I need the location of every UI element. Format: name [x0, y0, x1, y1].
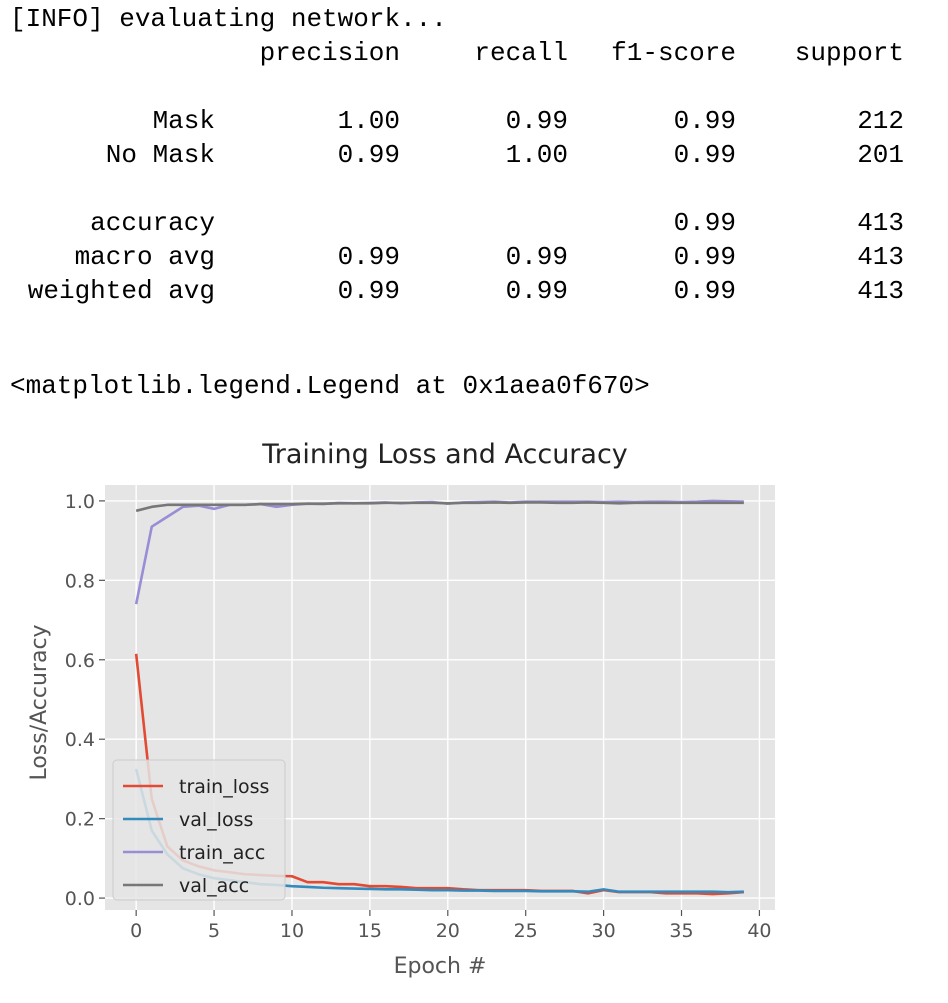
x-tick-label: 35	[669, 920, 693, 942]
report-cell-recall: 0.99	[505, 276, 568, 306]
report-cell-support: 413	[857, 208, 904, 238]
y-tick-label: 0.6	[65, 650, 95, 672]
report-cell-f1-score: 0.99	[673, 140, 736, 170]
report-cell-support: 212	[857, 106, 904, 136]
report-cell-recall: 0.99	[505, 242, 568, 272]
report-cell-f1-score: 0.99	[673, 208, 736, 238]
x-tick-label: 25	[514, 920, 538, 942]
legend-box	[112, 759, 286, 901]
report-cell-label: macro avg	[74, 242, 215, 272]
legend-label-train-acc: train_acc	[179, 842, 265, 864]
report-cell-label: accuracy	[90, 208, 215, 238]
report-cell-f1-score: f1-score	[611, 38, 736, 68]
y-tick-label: 0.8	[65, 570, 95, 592]
report-cell-precision: 1.00	[337, 106, 400, 136]
report-cell-recall: recall	[474, 38, 568, 68]
chart-container: 0 5 10 15 20 25 30 35 40 0.0 0.2 0.4 0.6 0.8 1.0 Traini…	[0, 425, 948, 998]
info-line: [INFO] evaluating network...	[10, 4, 447, 34]
y-tick-label: 1.0	[65, 491, 95, 513]
report-cell-recall: 1.00	[505, 140, 568, 170]
x-tick-label: 20	[436, 920, 460, 942]
y-axis-label: Loss/Accuracy	[27, 624, 52, 780]
x-tick-label: 10	[280, 920, 304, 942]
report-cell-f1-score: 0.99	[673, 276, 736, 306]
report-cell-f1-score: 0.99	[673, 106, 736, 136]
legend-label-val-acc: val_acc	[179, 875, 249, 897]
report-cell-precision: 0.99	[337, 242, 400, 272]
y-tick-label: 0.0	[65, 888, 95, 910]
x-tick-label: 30	[592, 920, 616, 942]
report-cell-precision: 0.99	[337, 140, 400, 170]
x-tick-label: 40	[747, 920, 771, 942]
report-cell-support: 413	[857, 276, 904, 306]
report-cell-support: 413	[857, 242, 904, 272]
report-cell-recall: 0.99	[505, 106, 568, 136]
x-tick-label: 5	[208, 920, 220, 942]
report-cell-precision: 0.99	[337, 276, 400, 306]
y-tick-label: 0.4	[65, 729, 95, 751]
x-tick-label: 15	[358, 920, 382, 942]
report-cell-support: support	[794, 38, 904, 68]
report-cell-f1-score: 0.99	[673, 242, 736, 272]
report-cell-label: weighted avg	[27, 276, 215, 306]
report-cell-label: No Mask	[105, 140, 215, 170]
chart-title: Training Loss and Accuracy	[261, 439, 628, 470]
y-tick-label: 0.2	[65, 809, 95, 831]
x-axis-label: Epoch #	[394, 954, 487, 979]
report-cell-precision: precision	[259, 38, 400, 68]
legend-repr-line: <matplotlib.legend.Legend at 0x1aea0f670…	[10, 371, 650, 401]
legend-label-train-loss: train_loss	[179, 776, 269, 798]
training-chart: 0 5 10 15 20 25 30 35 40 0.0 0.2 0.4 0.6 0.8 1.0 Traini…	[27, 439, 775, 979]
series-line-val-acc	[135, 501, 744, 513]
report-cell-support: 201	[857, 140, 904, 170]
report-cell-label: Mask	[152, 106, 215, 136]
x-tick-label: 0	[130, 920, 142, 942]
legend-label-val-loss: val_loss	[179, 809, 253, 831]
